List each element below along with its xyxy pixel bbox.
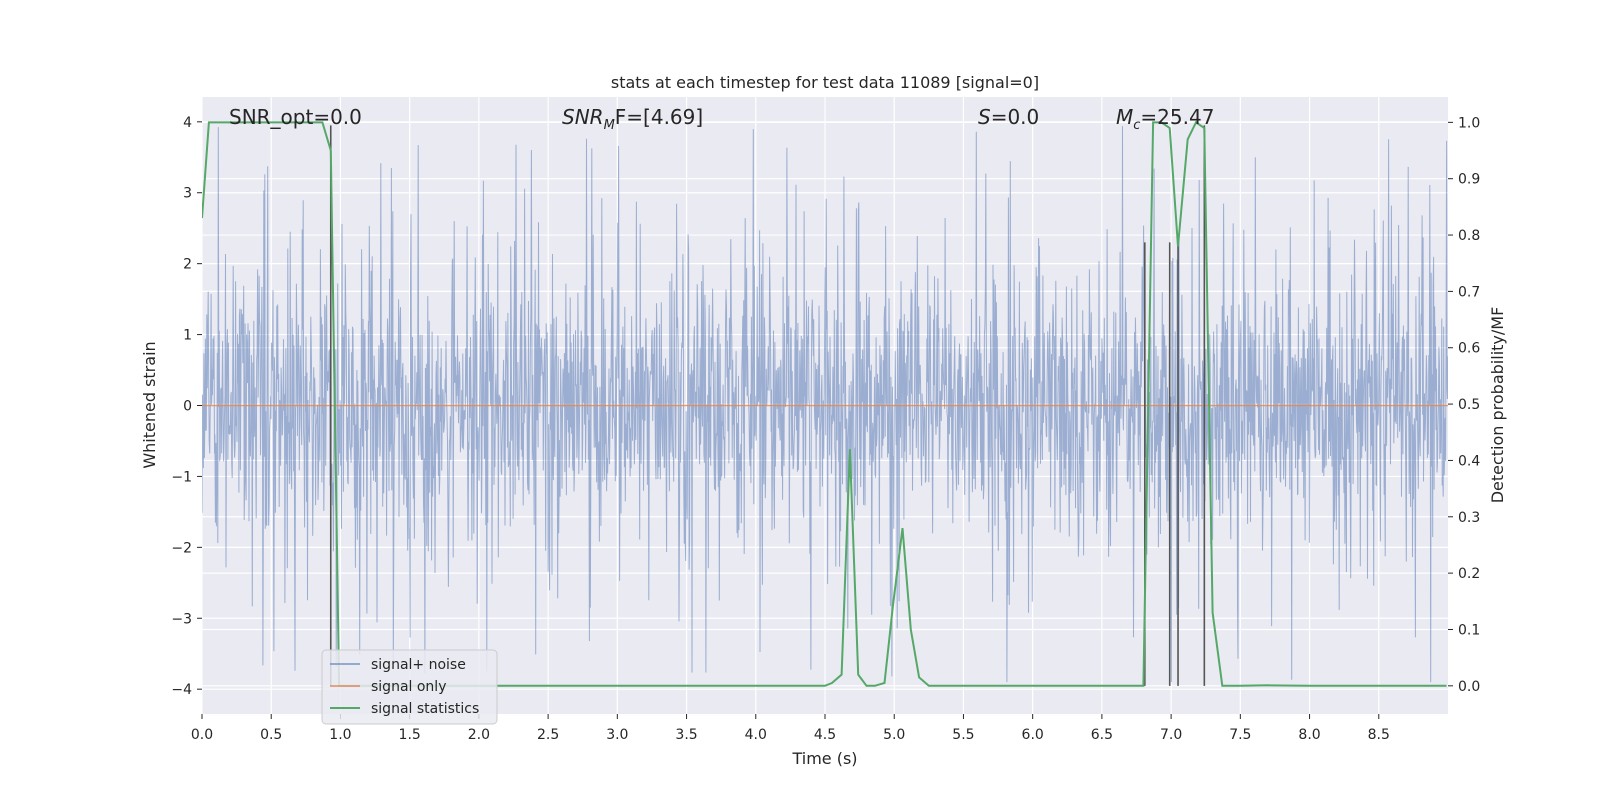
annotation-snr-opt: SNR_opt=0.0: [229, 105, 362, 129]
x-tick-label: 3.5: [675, 727, 697, 743]
annotation-mc-rest: =25.47: [1140, 105, 1214, 129]
x-tick-label: 4.0: [745, 727, 767, 743]
annotation-snr-mf-sub: M: [604, 118, 615, 133]
x-tick-label: 5.5: [952, 727, 974, 743]
x-tick-label: 4.5: [814, 727, 836, 743]
annotation-mc-main: M: [1116, 105, 1133, 129]
y-right-tick-label: 0.5: [1458, 397, 1480, 413]
x-tick-label: 2.0: [468, 727, 490, 743]
y-axis-ticks-right: 1.0 0.9 0.8 0.7 0.6 0.5 0.4 0.3 0.2 0.1 0.0: [1448, 115, 1480, 695]
annotation-snr-mf-rest: F=[4.69]: [615, 105, 703, 129]
y-axis-ticks-left: 4 3 2 1 0 −1 −2 −3 −4: [171, 115, 202, 698]
legend-label-signal-plus-noise: signal+ noise: [371, 657, 466, 673]
y-right-tick-label: 0.2: [1458, 566, 1480, 582]
x-tick-label: 8.5: [1368, 727, 1390, 743]
y-right-tick-label: 0.6: [1458, 341, 1480, 357]
y-right-tick-label: 0.3: [1458, 510, 1480, 526]
annotation-snr-mf: SNRMF=[4.69]: [562, 105, 703, 133]
y-tick-label: −4: [171, 682, 192, 698]
y-axis-label-left: Whitened strain: [140, 341, 159, 468]
legend-box: [321, 649, 498, 725]
y-tick-label: 3: [183, 186, 192, 202]
y-tick-label: 1: [183, 328, 192, 344]
x-tick-label: 3.0: [606, 727, 628, 743]
y-right-tick-label: 0.9: [1458, 172, 1480, 188]
x-axis-label: Time (s): [791, 749, 857, 768]
annotation-snr-mf-main: SNR: [562, 105, 604, 129]
y-tick-label: −2: [171, 540, 192, 556]
x-tick-label: 6.5: [1091, 727, 1113, 743]
annotation-mc: Mc=25.47: [1116, 105, 1214, 133]
signal-plus-noise-line: [202, 126, 1448, 683]
x-tick-label: 5.0: [883, 727, 905, 743]
y-tick-label: −3: [171, 611, 192, 627]
y-tick-label: 4: [183, 115, 192, 131]
y-right-tick-label: 0.0: [1458, 679, 1480, 695]
signal-plus-noise-series: [202, 126, 1448, 683]
x-tick-label: 0.5: [260, 727, 282, 743]
annotation-s-rest: =0.0: [991, 105, 1040, 129]
legend: signal+ noise signal only signal statist…: [321, 649, 498, 725]
y-right-tick-label: 0.7: [1458, 284, 1480, 300]
annotation-s-main: S: [978, 105, 991, 129]
x-tick-label: 1.0: [329, 727, 351, 743]
x-tick-label: 7.0: [1160, 727, 1182, 743]
y-tick-label: −1: [171, 469, 192, 485]
chart-title: stats at each timestep for test data 110…: [611, 73, 1039, 92]
y-axis-label-right: Detection probability/MF: [1488, 307, 1507, 504]
y-right-tick-label: 0.8: [1458, 228, 1480, 244]
x-tick-label: 7.5: [1229, 727, 1251, 743]
x-axis-ticks: 0.0 0.5 1.0 1.5 2.0 2.5 3.0 3.5 4.0 4.5 5.0 5.5 6.0 6…: [191, 714, 1390, 743]
legend-label-signal-statistics: signal statistics: [371, 701, 479, 717]
y-right-tick-label: 0.4: [1458, 453, 1480, 469]
legend-label-signal-only: signal only: [371, 679, 446, 695]
y-right-tick-label: 1.0: [1458, 115, 1480, 131]
y-tick-label: 2: [183, 257, 192, 273]
x-tick-label: 2.5: [537, 727, 559, 743]
x-tick-label: 0.0: [191, 727, 213, 743]
y-right-tick-label: 0.1: [1458, 622, 1480, 638]
x-tick-label: 1.5: [399, 727, 421, 743]
x-tick-label: 8.0: [1298, 727, 1320, 743]
y-tick-label: 0: [183, 399, 192, 415]
annotation-mc-sub: c: [1133, 118, 1140, 133]
annotation-s: S=0.0: [978, 105, 1039, 129]
x-tick-label: 6.0: [1022, 727, 1044, 743]
